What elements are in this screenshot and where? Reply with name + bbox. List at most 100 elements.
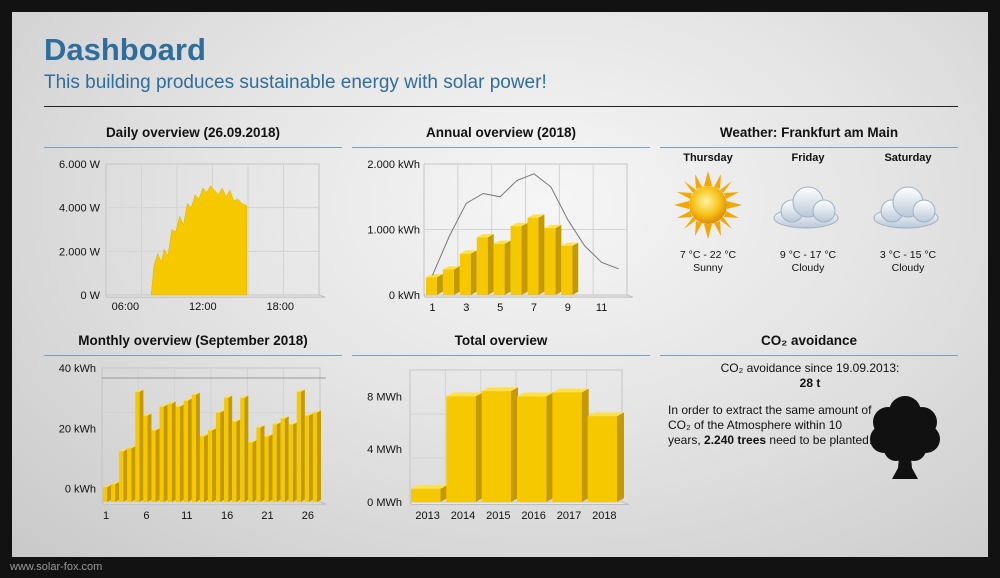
bar-side	[572, 242, 579, 295]
bar	[264, 436, 269, 502]
annual-panel-title: Annual overview (2018)	[425, 125, 577, 140]
bar-top	[527, 214, 545, 218]
bar-top	[232, 419, 241, 422]
bar-side	[617, 412, 624, 502]
bar	[240, 397, 245, 502]
total-panel-divider	[352, 355, 650, 356]
bar-top	[296, 389, 305, 392]
bar	[544, 228, 556, 295]
bar-top	[288, 422, 297, 425]
x-tick-label: 6	[143, 510, 149, 522]
monthly-panel-divider	[44, 355, 342, 356]
bar-top	[248, 440, 257, 443]
x-tick-label: 12:00	[189, 301, 217, 313]
bar-top	[151, 428, 160, 431]
co2-explanation: In order to extract the same amount of C…	[668, 403, 878, 448]
x-tick-label: 06:00	[112, 301, 140, 313]
bar	[151, 430, 156, 502]
bar-side	[260, 425, 265, 502]
bar-side	[107, 484, 112, 502]
bar	[175, 406, 180, 502]
y-tick-label: 2.000 W	[59, 246, 101, 258]
bar	[272, 424, 277, 502]
bar-top	[199, 434, 208, 437]
bar-side	[203, 434, 208, 502]
bar-top	[111, 481, 120, 485]
bar-top	[119, 449, 128, 452]
bar	[127, 448, 132, 502]
bar-side	[300, 389, 305, 502]
bar	[476, 237, 488, 295]
x-tick-label: 11	[596, 302, 607, 314]
bar-side	[268, 434, 273, 502]
bar-top	[191, 392, 200, 395]
weather-day-saturday: Saturday	[884, 152, 932, 164]
bar-side	[123, 449, 128, 502]
bar-top	[476, 234, 494, 238]
total-panel-title: Total overview	[454, 333, 548, 348]
bar-side	[284, 416, 289, 502]
co2-trees-count: 2.240 trees	[704, 433, 767, 447]
bar-top	[426, 274, 443, 278]
bar	[248, 442, 253, 502]
bar	[411, 488, 441, 502]
bar-side	[470, 250, 477, 295]
bar-side	[555, 224, 562, 295]
y-tick-label: 0 W	[80, 290, 100, 302]
bar	[442, 269, 454, 295]
bar	[199, 436, 204, 502]
bar-side	[187, 398, 192, 502]
bar-top	[561, 242, 579, 246]
bar-side	[453, 266, 460, 295]
y-tick-label: 6.000 W	[59, 159, 101, 171]
bar	[135, 391, 140, 502]
weather-condition-friday: Cloudy	[791, 262, 825, 274]
daily-panel-title: Daily overview (26.09.2018)	[105, 125, 281, 140]
bar-side	[475, 392, 483, 502]
monthly-panel-title: Monthly overview (September 2018)	[78, 333, 308, 348]
total-chart: 0 MWh 4 MWh 8 MWh 2013 2014 2015 2016 2017 2018	[367, 369, 630, 522]
x-tick-label: 3	[463, 302, 469, 314]
bar	[288, 424, 293, 502]
x-tick-label: 21	[261, 510, 273, 522]
page-subtitle: This building produces sustainable energ…	[44, 72, 547, 93]
daily-panel-divider	[44, 147, 342, 148]
bar-side	[317, 410, 321, 502]
bar-side	[252, 440, 257, 502]
bar	[280, 418, 285, 502]
bar-side	[220, 410, 225, 502]
weather-panel-divider	[660, 147, 958, 148]
co2-amount: 28 t	[799, 376, 821, 390]
bar-side	[131, 446, 136, 502]
bar-side	[504, 240, 511, 295]
y-tick-label: 8 MWh	[367, 391, 402, 403]
bar	[167, 403, 172, 502]
bar	[312, 412, 317, 502]
x-tick-label: 7	[531, 302, 537, 314]
area-series	[150, 185, 247, 296]
bar-top	[224, 395, 233, 398]
bar-top	[459, 250, 477, 254]
bar-side	[244, 395, 249, 502]
bar	[111, 484, 116, 502]
bar	[587, 416, 617, 502]
bar	[459, 253, 471, 295]
cloud-icon	[773, 186, 839, 229]
bar-side	[487, 234, 494, 295]
bar-top	[493, 240, 511, 244]
bar-top	[280, 416, 289, 419]
bar-top	[159, 404, 168, 407]
co2-since-label: CO₂ avoidance since 19.09.2013:	[720, 361, 900, 375]
x-tick-label: 2014	[451, 510, 475, 522]
bar	[493, 243, 505, 295]
bar-top	[135, 389, 144, 392]
x-tick-label: 2018	[592, 510, 616, 522]
bar	[103, 487, 108, 502]
x-tick-label: 5	[497, 302, 503, 314]
bar-side	[440, 484, 448, 502]
bar	[224, 397, 229, 502]
bar-side	[276, 422, 281, 502]
weather-temp-friday: 9 °C - 17 °C	[779, 249, 837, 261]
weather-condition-thursday: Sunny	[693, 262, 723, 274]
